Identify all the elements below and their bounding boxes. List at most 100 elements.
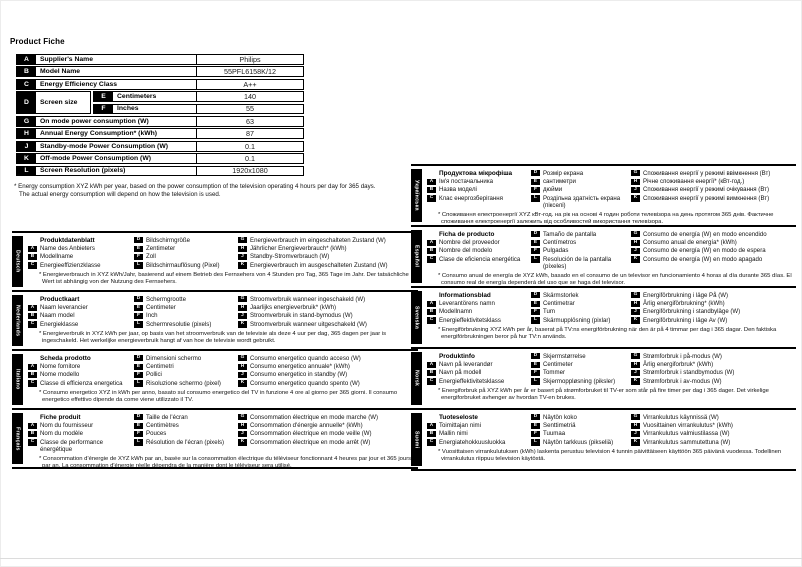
section-header: Tuoteseloste	[439, 413, 478, 421]
section-header: Produktinfo	[439, 352, 475, 360]
item-label: Centimètres	[146, 421, 179, 429]
item-letter-badge: B	[427, 308, 436, 316]
item-letter-badge: B	[427, 369, 436, 377]
item-letter-badge: D	[134, 355, 143, 362]
item-letter-badge: E	[531, 300, 540, 307]
item-letter-badge: A	[427, 361, 436, 368]
item-letter-badge: G	[631, 414, 640, 421]
spec-item: A Leverantörens namn	[427, 300, 528, 307]
spec-item: J Consumo energetico in standby (W)	[238, 371, 413, 378]
spec-item: K Consumo de energía (W) en modo apagado	[631, 256, 791, 263]
item-label: Modellname	[40, 253, 74, 261]
spec-item: L Schermresolutie (pixels)	[134, 321, 235, 328]
section-col3: G Stroomverbruik wanneer ingeschakeld (W)…	[238, 296, 416, 330]
spec-item: A Nombre del proveedor	[427, 239, 528, 246]
item-letter-badge: J	[238, 371, 247, 379]
item-label: Tamaño de pantalla	[543, 230, 597, 238]
spec-item: C Classe di efficienza energetica	[28, 380, 131, 387]
language-tab: Français	[12, 413, 23, 464]
item-letter-badge: C	[28, 439, 37, 446]
item-label: Consumo de energía (W) en modo encendido	[643, 230, 767, 238]
item-label: Nombre del modelo	[439, 247, 493, 255]
section-header: Fiche produit	[40, 413, 81, 421]
item-letter-badge: H	[631, 178, 640, 185]
spec-item: G Energiförbrukning i läge På (W)	[631, 292, 791, 299]
spec-item: G Consumo de energía (W) en modo encendid…	[631, 231, 791, 238]
item-letter-badge: H	[238, 363, 247, 370]
language-section: Svenska Informationsblad A Leverantörens na…	[411, 288, 796, 349]
spec-item: D Skärmstorlek	[531, 292, 628, 299]
section-header: Ficha de producto	[439, 230, 495, 238]
spec-item: H Årlig energiforbruk* (kWh)	[631, 361, 791, 368]
language-section: Suomi Tuoteseloste A Toimittajan nimi B Malli…	[411, 410, 796, 471]
item-letter-badge: E	[531, 239, 540, 246]
item-label: Tum	[543, 308, 555, 316]
item-label: Consumo energetico quando spento (W)	[250, 379, 360, 387]
item-label: Споживання енергії у режимі очікування (…	[643, 186, 770, 194]
row-label: On mode power consumption (W)	[40, 117, 149, 125]
item-letter-badge: K	[238, 321, 247, 328]
item-label: Nome modello	[40, 371, 80, 379]
section-col3: G Energiförbrukning i läge På (W) H Årlig e…	[631, 292, 794, 326]
row-letter-badge: A	[17, 55, 36, 64]
spec-item: C Energieklasse	[28, 321, 131, 328]
spec-item: C Classe de performance énergétique	[28, 439, 131, 454]
section-footnote: * Споживання електроенергії XYZ кВт-год.…	[438, 212, 774, 226]
spec-item: C Клас енергозберігання	[427, 195, 528, 202]
spec-item: A Naam leverancier	[28, 304, 131, 311]
item-label: Tommer	[543, 369, 566, 377]
screen-size-subrows: E Centimeters 140 F Inches 55	[93, 91, 304, 115]
item-letter-badge: D	[531, 231, 540, 238]
item-label: Classe di efficienza energetica	[40, 379, 123, 387]
item-label: Årlig energiforbruk* (kWh)	[643, 360, 714, 368]
spec-item: J Energiförbrukning i standbyläge (W)	[631, 308, 791, 315]
item-letter-badge: F	[134, 312, 143, 320]
spec-item: H Consumo anual de energía* (kWh)	[631, 239, 791, 246]
item-label: Centimetrar	[543, 299, 575, 307]
spec-subrow: E Centimeters 140	[93, 91, 304, 102]
item-letter-badge: E	[531, 361, 540, 368]
item-letter-badge: L	[134, 380, 143, 387]
section-footnote: * Energieverbrauch in XYZ kWh/Jahr, basi…	[39, 271, 409, 286]
item-letter-badge: J	[631, 308, 640, 316]
section-col2: D Bildschirmgröße E Zentimeter F Zoll L Bildsch…	[134, 237, 238, 271]
spec-item: D Näytön koko	[531, 414, 628, 421]
spec-item: E Zentimeter	[134, 245, 235, 252]
item-label: Розмір екрана	[543, 169, 584, 177]
row-value: 55	[196, 104, 303, 113]
item-letter-badge: C	[427, 378, 436, 385]
screen-size-cell: D Screen size	[16, 91, 91, 115]
item-letter-badge: J	[238, 253, 247, 261]
spec-item: A Navn på leverandør	[427, 361, 528, 368]
spec-item: K Stroomverbruik wanneer uitgeschakeld (W…	[238, 321, 413, 328]
item-letter-badge: K	[631, 439, 640, 446]
spec-item: F Pollici	[134, 371, 235, 378]
item-label: Risoluzione schermo (pixel)	[146, 379, 221, 387]
item-letter-badge: L	[134, 321, 143, 328]
item-label: Consumo energetico annuale* (kWh)	[250, 362, 350, 370]
spec-item: F Tuumaa	[531, 430, 628, 437]
item-letter-badge: D	[531, 292, 540, 299]
item-letter-badge: J	[631, 369, 640, 377]
spec-item: F Tommer	[531, 369, 628, 376]
item-letter-badge: J	[238, 312, 247, 320]
language-tab: Español	[411, 230, 422, 283]
item-label: Ім'я постачальника	[439, 177, 494, 185]
language-tab: Suomi	[411, 413, 422, 466]
spec-item: E Centimètres	[134, 422, 235, 429]
section-col3: G Energieverbrauch im eingeschalteten Zus…	[238, 237, 416, 271]
item-label: Navn på modell	[439, 369, 482, 377]
spec-item: B Назва моделі	[427, 186, 528, 193]
spec-row: H Annual Energy Consumption* (kWh) 87	[16, 128, 304, 140]
item-label: Energiförbrukning i läge Av (W)	[643, 316, 728, 324]
row-letter-badge: C	[17, 79, 36, 89]
item-label: Skjermoppløsning (piksler)	[543, 377, 616, 385]
spec-item: D Tamaño de pantalla	[531, 231, 628, 238]
row-label: Standby-mode Power Consumption (W)	[40, 142, 169, 150]
item-label: Inch	[146, 312, 158, 320]
section-col1: Ficha de producto A Nombre del proveedor B N…	[427, 231, 531, 272]
item-label: Consumo anual de energía* (kWh)	[643, 238, 737, 246]
section-columns: Informationsblad A Leverantörens namn B Mode…	[427, 292, 794, 326]
item-letter-badge: K	[631, 195, 640, 202]
spec-item: E Centimetrar	[531, 300, 628, 307]
